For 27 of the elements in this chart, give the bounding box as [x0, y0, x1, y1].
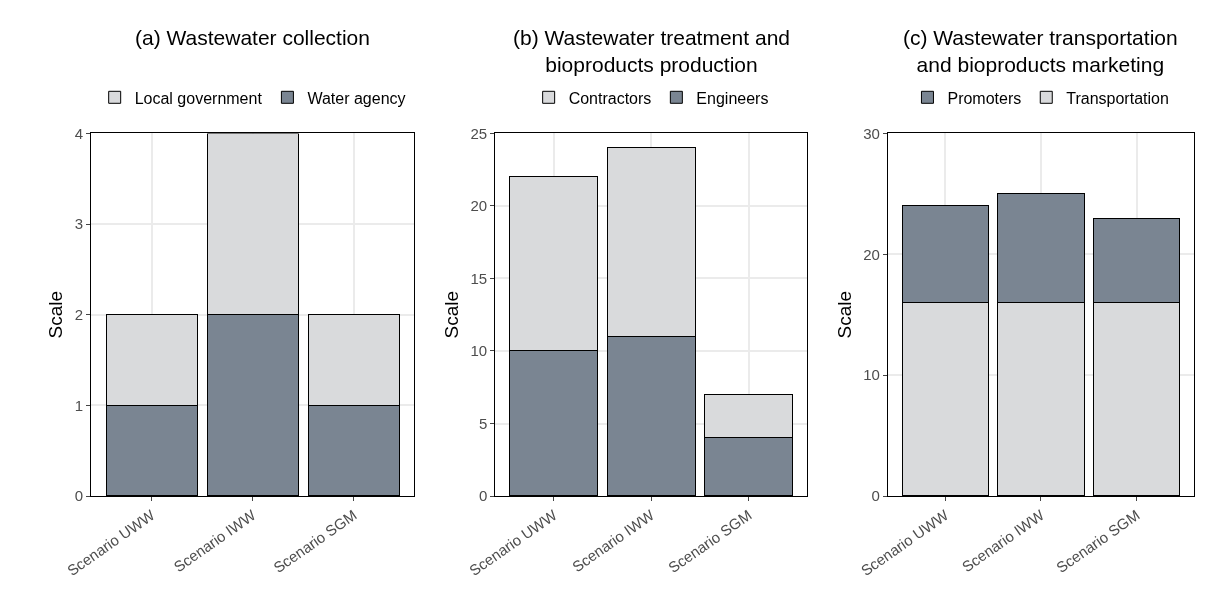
legend-label: Engineers	[696, 89, 769, 107]
y-tick-label: 0	[871, 487, 880, 505]
chart-title: (c) Wastewater transportation and bioproducts marketing	[903, 26, 1178, 77]
y-tick-label: 4	[74, 124, 83, 142]
legend-label: Promoters	[947, 89, 1022, 107]
y-tick-label: 10	[470, 342, 488, 360]
y-axis-title: Scale	[45, 290, 67, 339]
legend-label: Transportation	[1066, 89, 1169, 107]
legend-label: Local government	[134, 89, 263, 107]
y-tick-label: 2	[74, 305, 83, 323]
chart-title: (b) Wastewater treatment and bioproducts production	[513, 26, 790, 77]
y-tick-label: 3	[74, 215, 83, 233]
y-tick-label: 1	[74, 396, 83, 414]
chart-title: (a) Wastewater collection	[135, 26, 370, 49]
y-tick-label: 25	[470, 124, 488, 142]
y-tick-label: 5	[478, 414, 488, 432]
y-axis-title: Scale	[834, 290, 856, 339]
y-tick-label: 20	[863, 245, 880, 263]
y-tick-label: 10	[863, 366, 880, 384]
legend-label: Water agency	[307, 89, 406, 107]
y-tick-label: 15	[470, 269, 488, 287]
y-tick-label: 20	[470, 197, 488, 215]
y-tick-label: 30	[863, 124, 880, 142]
y-axis-title: Scale	[441, 290, 463, 339]
y-tick-label: 0	[478, 487, 488, 505]
legend-label: Contractors	[568, 89, 652, 107]
y-tick-label: 0	[74, 487, 83, 505]
